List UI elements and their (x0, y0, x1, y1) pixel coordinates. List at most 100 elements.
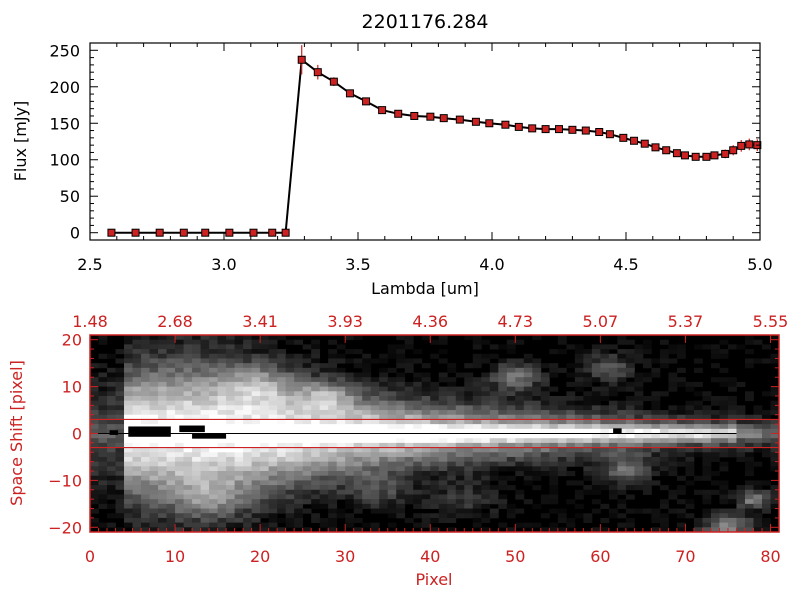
image-pixel (515, 442, 525, 448)
image-pixel (209, 438, 218, 444)
image-pixel (379, 442, 389, 448)
image-pixel (268, 405, 278, 411)
image-pixel (353, 494, 363, 500)
image-pixel (268, 395, 278, 402)
image-pixel (651, 456, 661, 463)
image-pixel (396, 428, 406, 434)
image-pixel (651, 527, 661, 533)
image-pixel (447, 419, 457, 425)
image-pixel (226, 503, 236, 509)
image-pixel (353, 508, 363, 514)
image-pixel (506, 513, 516, 519)
image-top-tick-label: 5.55 (753, 312, 789, 331)
image-pixel (277, 367, 287, 373)
image-pixel (515, 381, 525, 387)
image-pixel (132, 400, 142, 406)
image-pixel (549, 363, 559, 369)
image-pixel (302, 452, 312, 458)
image-pixel (243, 442, 253, 448)
image-pixel (149, 400, 159, 406)
image-pixel (200, 395, 210, 402)
image-pixel (141, 489, 150, 495)
image-pixel (532, 386, 542, 392)
image-pixel (336, 489, 346, 495)
image-pixel (362, 494, 372, 500)
image-pixel (540, 381, 550, 387)
image-pixel (387, 391, 397, 397)
image-pixel (540, 471, 550, 477)
image-pixel (557, 410, 567, 416)
image-pixel (370, 485, 380, 491)
image-pixel (396, 489, 406, 495)
image-pixel (149, 358, 159, 364)
image-pixel (90, 466, 99, 472)
image-pixel (676, 442, 686, 448)
image-pixel (719, 410, 729, 416)
image-pixel (727, 405, 737, 411)
image-pixel (668, 466, 678, 472)
image-pixel (540, 499, 550, 505)
image-pixel (183, 503, 193, 509)
image-pixel (634, 372, 644, 378)
image-pixel (481, 386, 491, 392)
image-pixel (200, 489, 210, 495)
image-pixel (625, 438, 635, 444)
image-pixel (464, 499, 474, 505)
image-pixel (200, 461, 210, 467)
image-pixel (736, 424, 746, 430)
image-pixel (421, 447, 431, 453)
data-point (297, 55, 306, 64)
image-pixel (617, 381, 627, 387)
image-pixel (243, 381, 253, 387)
image-pixel (370, 452, 380, 458)
image-pixel (642, 419, 652, 425)
image-pixel (158, 513, 167, 519)
image-pixel (90, 494, 99, 500)
image-pixel (226, 433, 236, 439)
image-pixel (634, 471, 644, 477)
image-pixel (141, 381, 150, 387)
image-pixel (209, 414, 218, 420)
image-pixel (702, 527, 712, 533)
image-pixel (243, 452, 253, 458)
image-pixel (515, 395, 525, 402)
image-pixel (659, 438, 669, 444)
image-pixel (506, 363, 516, 369)
image-pixel (447, 428, 457, 434)
image-pixel (498, 395, 508, 402)
image-pixel (107, 381, 116, 387)
image-pixel (268, 485, 278, 491)
image-pixel (583, 466, 593, 472)
image-pixel (107, 466, 116, 472)
image-pixel (489, 475, 499, 481)
image-pixel (183, 395, 193, 402)
image-pixel (294, 480, 304, 486)
image-pixel (268, 527, 278, 533)
image-pixel (600, 442, 610, 448)
image-pixel (489, 391, 499, 397)
image-pixel (158, 372, 167, 378)
image-pixel (268, 442, 278, 448)
image-pixel (294, 456, 304, 463)
image-pixel (328, 391, 338, 397)
image-pixel (107, 471, 116, 477)
image-pixel (370, 391, 380, 397)
image-pixel (243, 377, 253, 383)
image-pixel (166, 489, 176, 495)
image-pixel (617, 339, 627, 345)
image-pixel (744, 466, 754, 472)
image-pixel (328, 522, 338, 528)
image-pixel (141, 353, 150, 359)
image-pixel (234, 456, 244, 463)
image-pixel (447, 456, 457, 463)
image-pixel (744, 499, 754, 505)
image-pixel (634, 358, 644, 364)
image-pixel (523, 367, 533, 373)
image-pixel (438, 513, 448, 519)
image-pixel (430, 485, 440, 491)
image-pixel (404, 480, 414, 486)
image-pixel (141, 386, 150, 392)
image-pixel (183, 461, 193, 467)
image-pixel (549, 405, 559, 411)
image-pixel (413, 419, 423, 425)
